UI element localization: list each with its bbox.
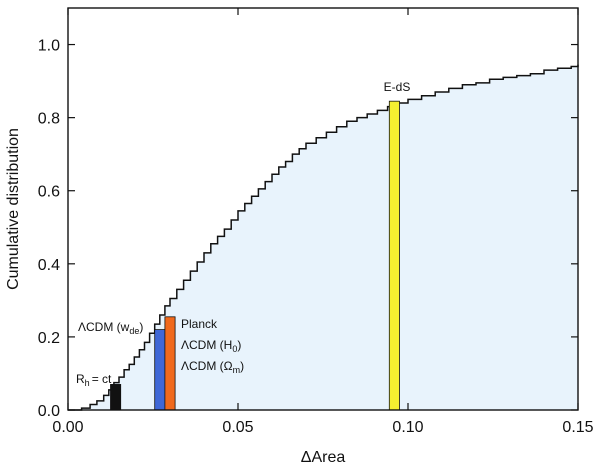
y-tick-label: 1.0 (38, 38, 60, 55)
model-bars (110, 100, 400, 411)
x-tick-label: 0.15 (562, 419, 593, 436)
y-tick-label: 0.4 (38, 257, 60, 274)
annotation-lcdm-h0: ΛCDM (H0) (181, 338, 241, 354)
y-tick-label: 0.2 (38, 330, 60, 347)
annotation-lcdm-om: ΛCDM (Ωm) (181, 359, 244, 375)
y-axis-label: Cumulative distribution (5, 128, 22, 290)
plot-area (68, 64, 579, 411)
axis-ticks: 0.00 0.05 0.10 0.15 0.0 0.2 0.4 0.6 0.8 1.0 (38, 8, 594, 436)
cdf-step-line (68, 64, 579, 411)
cdf-fill-area (68, 64, 578, 411)
bar-e-ds (388, 100, 400, 411)
annotation-lcdm-wde: ΛCDM (wde) (78, 320, 143, 336)
x-axis-label: ΔArea (301, 449, 346, 466)
x-tick-label: 0.00 (52, 419, 83, 436)
bar-planck-cdm-h0-cdm-m- (164, 316, 176, 411)
bar-rh-ct (110, 384, 122, 411)
bar--cdm-wde- (154, 329, 166, 411)
annotation-rh-ct: Rh = ct (76, 372, 112, 388)
y-tick-label: 0.6 (38, 184, 60, 201)
y-tick-label: 0.8 (38, 111, 60, 128)
x-tick-label: 0.05 (222, 419, 253, 436)
y-tick-label: 0.0 (38, 403, 60, 420)
x-tick-label: 0.10 (392, 419, 423, 436)
annotation-planck: Planck (181, 317, 218, 331)
annotation-eds: E-dS (384, 80, 411, 94)
plot-frame (67, 7, 579, 411)
